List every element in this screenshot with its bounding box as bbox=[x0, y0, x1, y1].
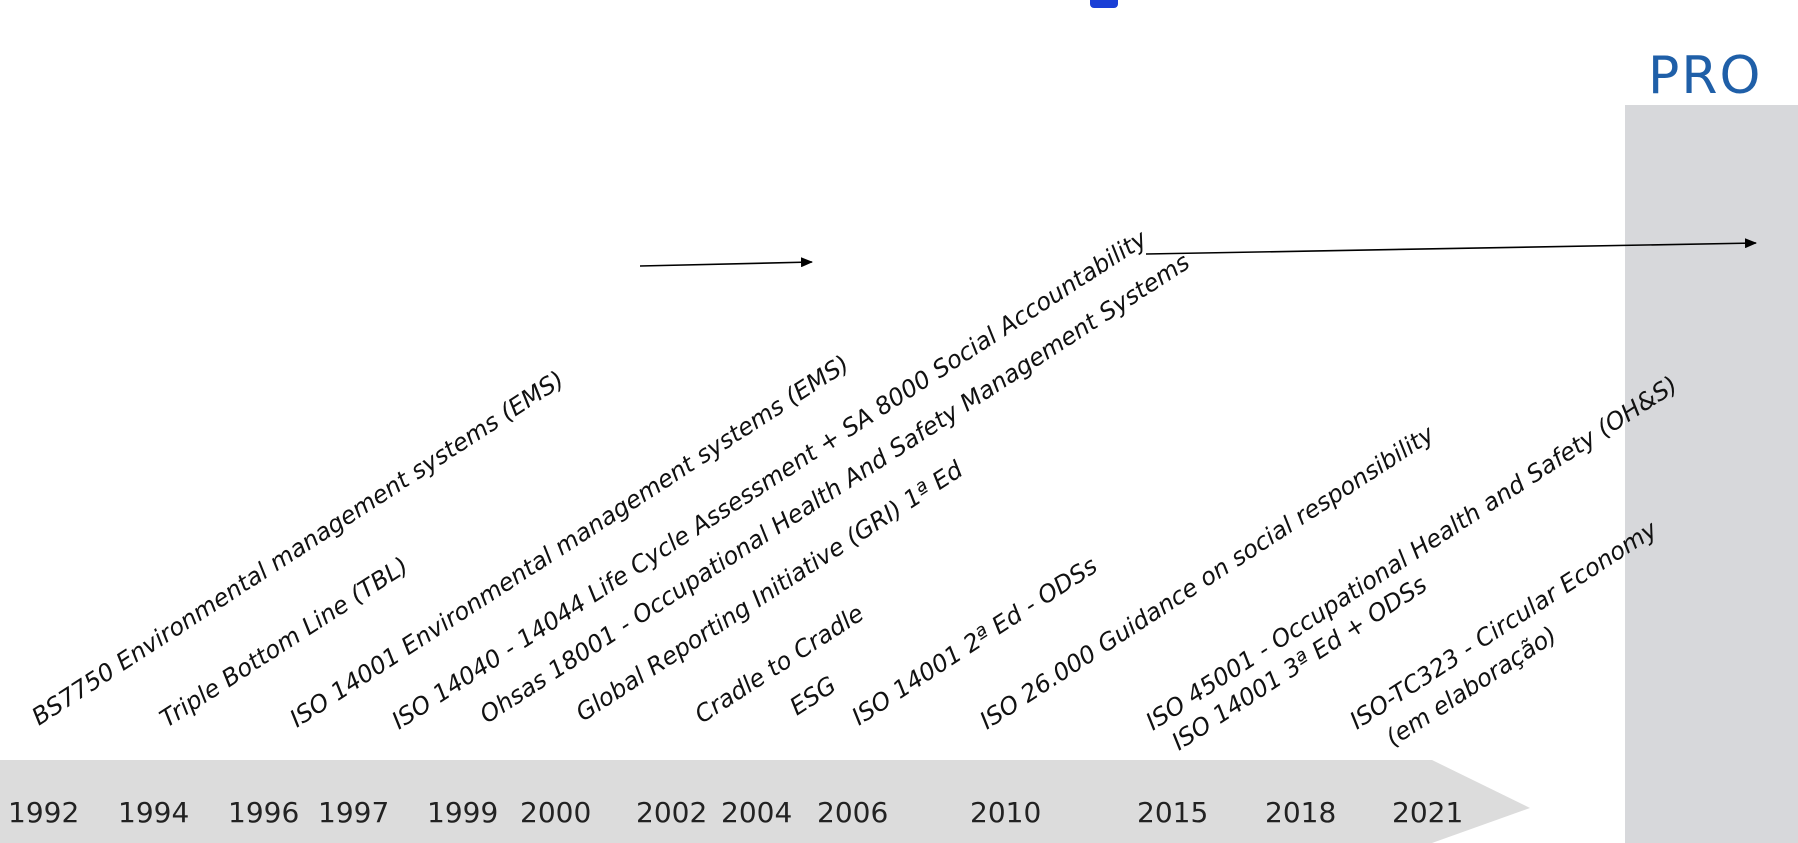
year-label: 2002 bbox=[636, 796, 708, 829]
year-label: 1999 bbox=[427, 796, 499, 829]
side-panel bbox=[1625, 105, 1798, 843]
year-label: 1992 bbox=[8, 796, 80, 829]
year-label: 2006 bbox=[817, 796, 889, 829]
year-label: 1994 bbox=[118, 796, 190, 829]
event-label: ISO 14001 2ª Ed - ODSs bbox=[846, 551, 1103, 731]
title-fragment bbox=[1090, 0, 1118, 8]
year-label: 1997 bbox=[318, 796, 390, 829]
year-label: 2015 bbox=[1137, 796, 1209, 829]
year-label: 2000 bbox=[520, 796, 592, 829]
year-label: 1996 bbox=[228, 796, 300, 829]
timeline-band bbox=[0, 760, 1530, 843]
year-label: 2004 bbox=[721, 796, 793, 829]
year-label: 2018 bbox=[1265, 796, 1337, 829]
event-label: Triple Bottom Line (TBL) bbox=[154, 551, 414, 733]
event-label-prefix: ISO 26.000 bbox=[974, 635, 1108, 735]
event-label: ESG bbox=[784, 670, 842, 721]
year-label: 2010 bbox=[970, 796, 1042, 829]
year-label: 2021 bbox=[1392, 796, 1464, 829]
arrow-ems-to-iso14001 bbox=[639, 257, 813, 268]
logo-text: PRO bbox=[1648, 46, 1763, 106]
